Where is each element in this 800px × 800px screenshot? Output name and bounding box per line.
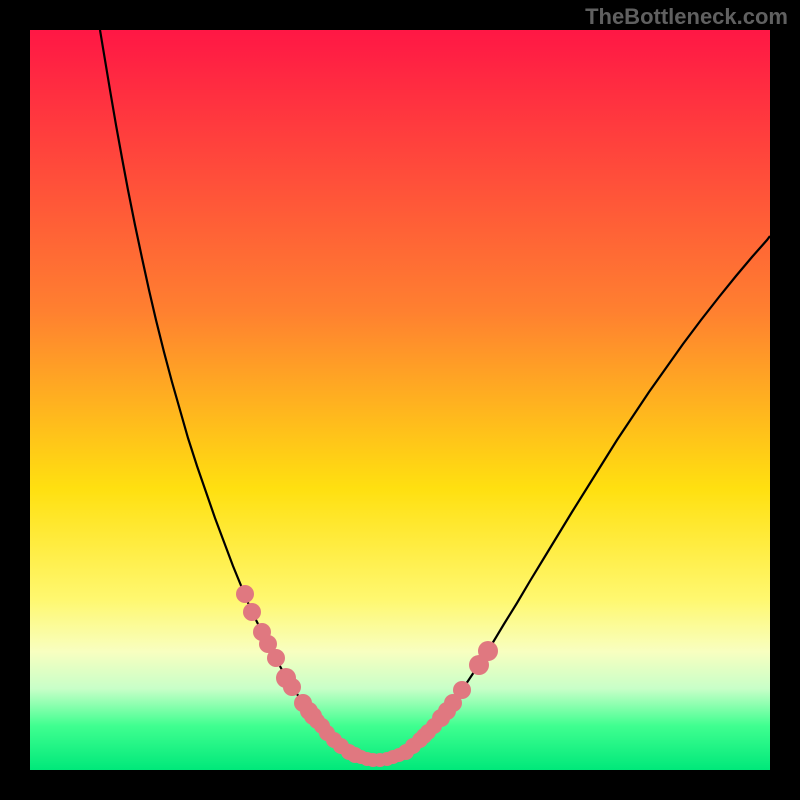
chart-plot-area <box>30 30 770 770</box>
curve-marker <box>283 678 301 696</box>
curve-marker <box>243 603 261 621</box>
bottleneck-chart <box>30 30 770 770</box>
curve-marker <box>453 681 471 699</box>
curve-marker <box>236 585 254 603</box>
curve-marker <box>478 641 498 661</box>
curve-marker <box>267 649 285 667</box>
watermark-text: TheBottleneck.com <box>585 4 788 30</box>
chart-background <box>30 30 770 770</box>
